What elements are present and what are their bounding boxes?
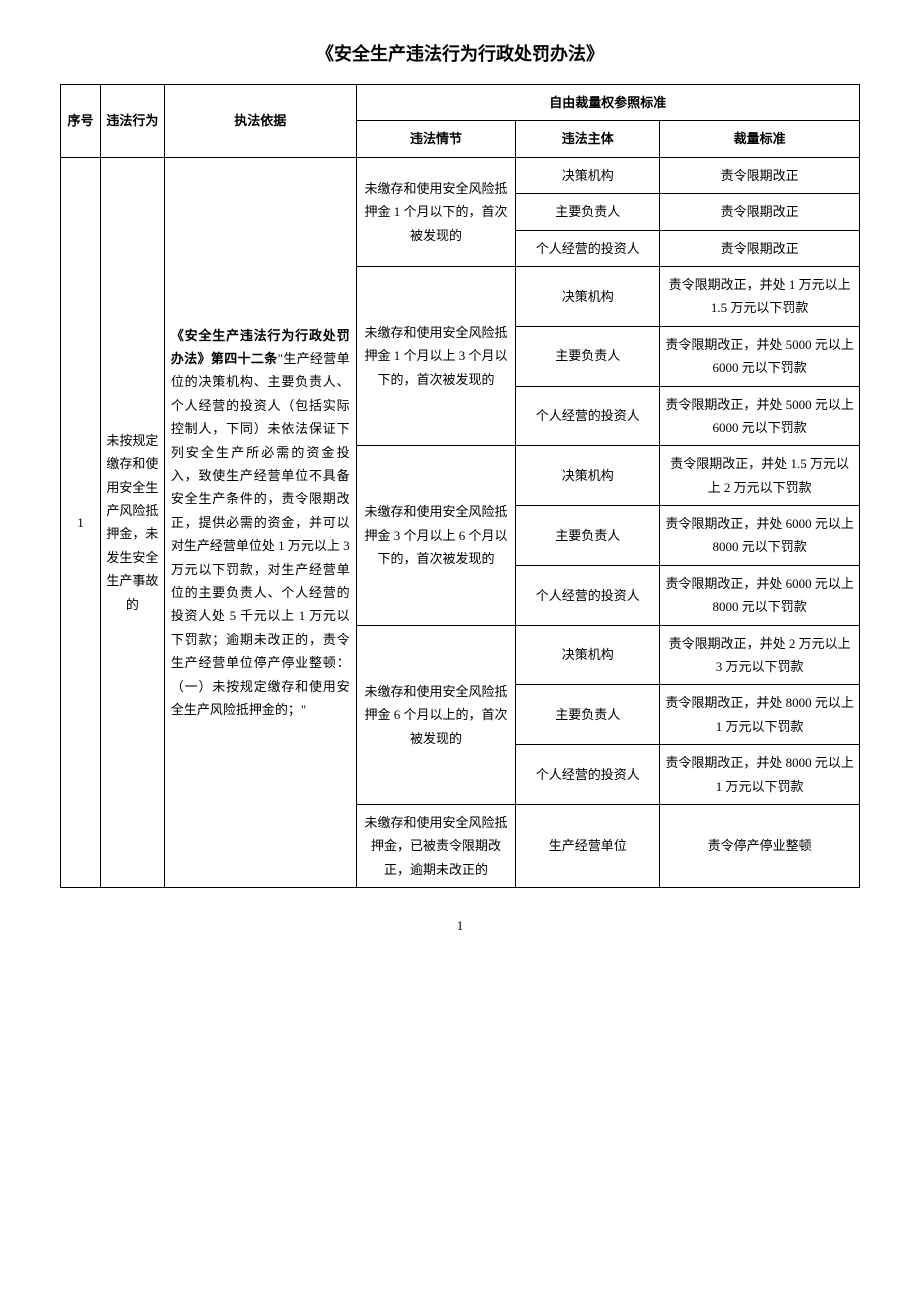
cell-standard: 责令限期改正，并处 2 万元以上 3 万元以下罚款 [660, 625, 860, 685]
cell-subject: 主要负责人 [516, 194, 660, 230]
basis-rest-text: "生产经营单位的决策机构、主要负责人、个人经营的投资人（包括实际控制人，下同）未… [171, 351, 350, 717]
cell-circumstance: 未缴存和使用安全风险抵押金 1 个月以上 3 个月以下的，首次被发现的 [356, 266, 516, 445]
cell-standard: 责令限期改正 [660, 194, 860, 230]
table-header-row-1: 序号 违法行为 执法依据 自由裁量权参照标准 [61, 85, 860, 121]
cell-standard: 责令限期改正，并处 5000 元以上 6000 元以下罚款 [660, 386, 860, 446]
cell-subject: 决策机构 [516, 157, 660, 193]
th-circumstance: 违法情节 [356, 121, 516, 157]
cell-subject: 决策机构 [516, 625, 660, 685]
th-act: 违法行为 [100, 85, 164, 158]
penalty-table: 序号 违法行为 执法依据 自由裁量权参照标准 违法情节 违法主体 裁量标准 1 … [60, 84, 860, 888]
cell-standard: 责令限期改正，并处 1.5 万元以上 2 万元以下罚款 [660, 446, 860, 506]
cell-seq: 1 [61, 157, 101, 887]
cell-subject: 个人经营的投资人 [516, 565, 660, 625]
cell-standard: 责令限期改正，并处 8000 元以上 1 万元以下罚款 [660, 745, 860, 805]
cell-standard: 责令限期改正，并处 1 万元以上 1.5 万元以下罚款 [660, 266, 860, 326]
cell-circumstance: 未缴存和使用安全风险抵押金，已被责令限期改正，逾期未改正的 [356, 804, 516, 887]
th-basis: 执法依据 [164, 85, 356, 158]
cell-subject: 个人经营的投资人 [516, 386, 660, 446]
cell-standard: 责令限期改正，并处 6000 元以上 8000 元以下罚款 [660, 506, 860, 566]
cell-subject: 个人经营的投资人 [516, 230, 660, 266]
th-subject: 违法主体 [516, 121, 660, 157]
cell-subject: 主要负责人 [516, 685, 660, 745]
cell-standard: 责令限期改正 [660, 230, 860, 266]
th-standard: 裁量标准 [660, 121, 860, 157]
cell-standard: 责令限期改正，并处 8000 元以上 1 万元以下罚款 [660, 685, 860, 745]
cell-act: 未按规定缴存和使用安全生产风险抵押金，未发生安全生产事故的 [100, 157, 164, 887]
cell-standard: 责令限期改正，并处 5000 元以上 6000 元以下罚款 [660, 326, 860, 386]
table-row: 1 未按规定缴存和使用安全生产风险抵押金，未发生安全生产事故的 《安全生产违法行… [61, 157, 860, 193]
cell-standard: 责令限期改正，并处 6000 元以上 8000 元以下罚款 [660, 565, 860, 625]
cell-circumstance: 未缴存和使用安全风险抵押金 6 个月以上的，首次被发现的 [356, 625, 516, 804]
page-number: 1 [60, 918, 860, 934]
cell-subject: 个人经营的投资人 [516, 745, 660, 805]
page-title: 《安全生产违法行为行政处罚办法》 [60, 40, 860, 66]
cell-circumstance: 未缴存和使用安全风险抵押金 3 个月以上 6 个月以下的，首次被发现的 [356, 446, 516, 625]
cell-subject: 决策机构 [516, 446, 660, 506]
cell-subject: 生产经营单位 [516, 804, 660, 887]
cell-subject: 决策机构 [516, 266, 660, 326]
cell-subject: 主要负责人 [516, 506, 660, 566]
cell-subject: 主要负责人 [516, 326, 660, 386]
cell-standard: 责令限期改正 [660, 157, 860, 193]
th-group: 自由裁量权参照标准 [356, 85, 859, 121]
cell-circumstance: 未缴存和使用安全风险抵押金 1 个月以下的，首次被发现的 [356, 157, 516, 266]
cell-basis: 《安全生产违法行为行政处罚办法》第四十二条"生产经营单位的决策机构、主要负责人、… [164, 157, 356, 887]
cell-standard: 责令停产停业整顿 [660, 804, 860, 887]
th-seq: 序号 [61, 85, 101, 158]
